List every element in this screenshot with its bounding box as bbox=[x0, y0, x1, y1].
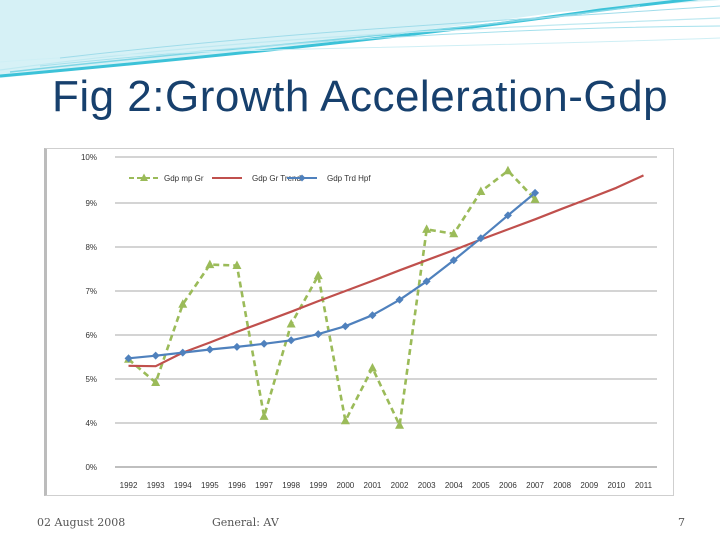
data-point bbox=[340, 415, 350, 425]
x-tick-label: 1993 bbox=[147, 481, 165, 490]
data-point bbox=[313, 270, 323, 280]
x-tick-label: 2001 bbox=[364, 481, 382, 490]
x-tick-label: 1998 bbox=[282, 481, 300, 490]
x-tick-label: 1999 bbox=[309, 481, 327, 490]
series-1 bbox=[124, 165, 540, 429]
x-tick-label: 2006 bbox=[499, 481, 517, 490]
data-point bbox=[341, 322, 350, 331]
data-point bbox=[259, 411, 269, 420]
series-line bbox=[128, 192, 536, 360]
x-tick-label: 2003 bbox=[418, 481, 436, 490]
data-point bbox=[395, 420, 405, 429]
x-tick-label: 2011 bbox=[635, 481, 653, 490]
data-point bbox=[178, 299, 188, 308]
data-point bbox=[151, 377, 161, 387]
x-tick-label: 2000 bbox=[336, 481, 354, 490]
page-number: 7 bbox=[678, 516, 685, 529]
y-tick-label: 9% bbox=[85, 199, 97, 208]
header-decoration bbox=[0, 0, 720, 78]
legend-label: Gdp Trd Hpf bbox=[327, 174, 371, 183]
y-tick-label: 5% bbox=[85, 375, 97, 384]
x-tick-label: 1992 bbox=[120, 481, 138, 490]
footer-center-text: General: AV bbox=[212, 516, 279, 529]
data-point bbox=[476, 234, 485, 243]
data-point bbox=[314, 330, 323, 339]
data-point bbox=[178, 348, 187, 357]
x-tick-label: 1994 bbox=[174, 481, 192, 490]
data-point bbox=[449, 256, 458, 265]
y-tick-label: 10% bbox=[81, 153, 97, 162]
data-point bbox=[151, 351, 160, 360]
data-point bbox=[287, 336, 296, 345]
legend-item: Gdp mp Gr bbox=[129, 173, 204, 183]
chart-frame: 0% 4% 5% 6% 7% 8% 9% 10% 1992 1993 1994 1995 1996 199… bbox=[44, 148, 674, 496]
data-point bbox=[531, 188, 540, 197]
series-2 bbox=[128, 174, 644, 368]
series-3 bbox=[124, 188, 540, 363]
data-point bbox=[260, 339, 269, 348]
gdp-growth-chart: 0% 4% 5% 6% 7% 8% 9% 10% 1992 1993 1994 1995 1996 199… bbox=[81, 153, 657, 490]
x-tick-label: 1997 bbox=[255, 481, 273, 490]
data-point bbox=[449, 228, 459, 238]
data-point bbox=[476, 186, 486, 195]
x-tick-label: 2010 bbox=[607, 481, 625, 490]
x-tick-label: 2008 bbox=[553, 481, 571, 490]
x-tick-label: 1996 bbox=[228, 481, 246, 490]
data-point bbox=[503, 211, 512, 220]
x-tick-label: 2009 bbox=[580, 481, 598, 490]
data-point bbox=[205, 259, 215, 269]
data-point bbox=[422, 277, 431, 286]
slide-title: Fig 2:Growth Acceleration-Gdp bbox=[51, 72, 669, 121]
x-tick-label: 2005 bbox=[472, 481, 490, 490]
legend-item: Gdp Trd Hpf bbox=[287, 174, 371, 183]
footer-date: 02 August 2008 bbox=[37, 516, 126, 529]
data-point bbox=[395, 295, 404, 304]
legend-marker bbox=[298, 174, 306, 182]
data-point bbox=[232, 342, 241, 351]
data-point bbox=[124, 354, 133, 363]
data-point bbox=[422, 224, 432, 233]
series-line bbox=[127, 169, 537, 427]
x-tick-label: 1995 bbox=[201, 481, 219, 490]
y-tick-label: 0% bbox=[85, 463, 97, 472]
x-tick-label: 2007 bbox=[526, 481, 544, 490]
data-point bbox=[530, 194, 540, 203]
data-point bbox=[368, 311, 377, 320]
data-point bbox=[286, 319, 296, 328]
legend-item: Gdp Gr Trend bbox=[212, 174, 301, 183]
y-tick-label: 4% bbox=[85, 419, 97, 428]
legend-marker bbox=[140, 173, 148, 181]
x-tick-label: 2002 bbox=[391, 481, 409, 490]
legend-label: Gdp mp Gr bbox=[164, 174, 204, 183]
y-tick-label: 6% bbox=[85, 331, 97, 340]
data-point bbox=[205, 345, 214, 354]
data-point bbox=[232, 260, 242, 269]
x-tick-label: 2004 bbox=[445, 481, 463, 490]
data-point bbox=[503, 165, 513, 175]
y-tick-label: 8% bbox=[85, 243, 97, 252]
series-line bbox=[128, 174, 644, 368]
y-tick-label: 7% bbox=[85, 287, 97, 296]
data-point bbox=[367, 363, 377, 372]
legend-label: Gdp Gr Trend bbox=[252, 174, 301, 183]
